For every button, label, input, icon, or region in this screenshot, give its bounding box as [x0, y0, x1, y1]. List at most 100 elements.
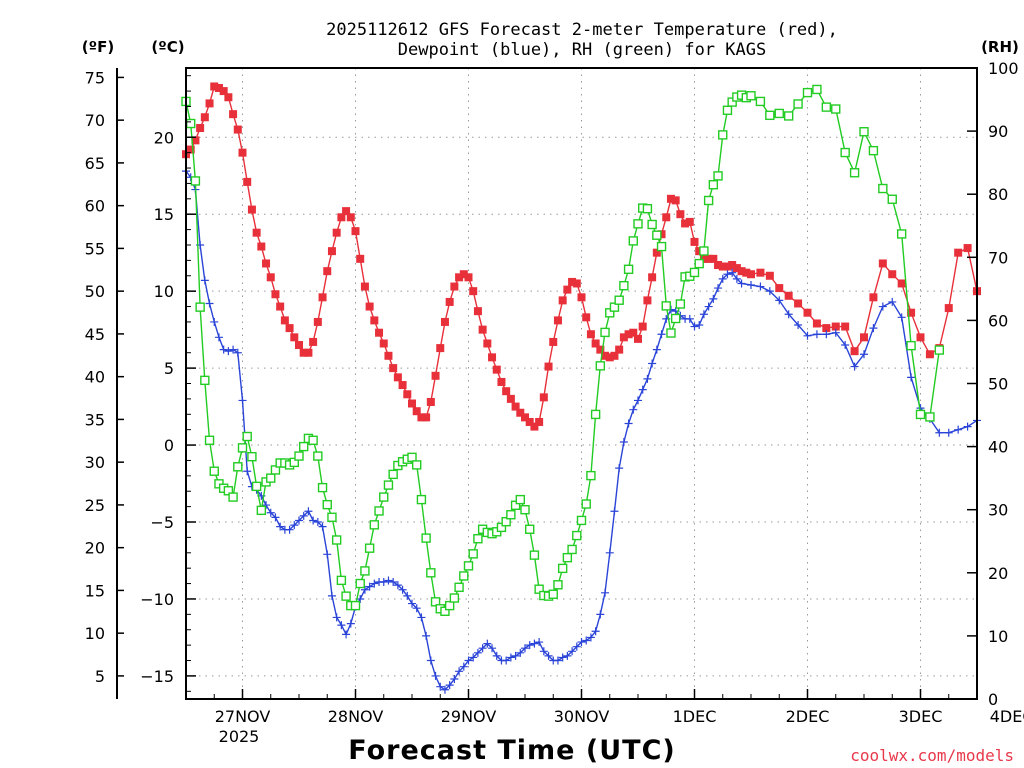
- dewpoint-point: [229, 345, 238, 354]
- rh-point: [628, 236, 638, 246]
- temperature-point: [775, 284, 784, 293]
- temperature-point: [313, 317, 322, 326]
- rh-point: [614, 295, 624, 305]
- dewpoint-point: [577, 638, 586, 647]
- temperature-point: [723, 262, 732, 271]
- rh-point: [765, 110, 775, 121]
- temperature-series: [182, 82, 981, 431]
- temperature-point: [276, 302, 285, 311]
- dewpoint-point: [440, 685, 449, 694]
- rh-point: [934, 345, 945, 355]
- dewpoint-point: [544, 651, 553, 660]
- dewpoint-point: [850, 362, 859, 371]
- dewpoint-point: [295, 516, 303, 525]
- dewpoint-point: [304, 507, 313, 516]
- rh-point: [581, 499, 591, 509]
- time-axis: 27NOV 28NOV 29NOV 30NOV 1DEC 2DEC 3DEC 4DEC: [185, 689, 1024, 726]
- rh-point: [247, 451, 257, 462]
- temperature-point: [714, 260, 723, 269]
- temperature-point: [850, 347, 859, 356]
- temperature-point: [403, 390, 412, 399]
- fahrenheit-tick-label: 35: [85, 410, 105, 429]
- fahrenheit-tick-label: 70: [85, 111, 105, 130]
- temperature-point: [370, 316, 379, 325]
- temperature-point: [252, 228, 261, 237]
- dewpoint-point: [935, 428, 944, 437]
- temperature-point: [247, 205, 256, 214]
- rh-point: [915, 409, 926, 420]
- temperature-point: [671, 196, 680, 205]
- celsius-tick-label: 20: [154, 128, 174, 147]
- dewpoint-point: [346, 619, 355, 628]
- rh-point: [459, 571, 469, 581]
- rh-point: [567, 544, 577, 555]
- x-tick-label: 30NOV: [554, 707, 610, 726]
- rh-tick-label: 40: [988, 438, 1008, 457]
- rh-tick-label: 50: [988, 375, 1008, 394]
- dewpoint-point: [299, 511, 308, 520]
- rh-point: [868, 145, 879, 156]
- temperature-point: [784, 291, 793, 300]
- temperature-point: [638, 322, 647, 331]
- rh-point: [331, 535, 342, 545]
- temperature-point: [568, 277, 577, 286]
- rh-tick-label: 100: [988, 59, 1019, 78]
- dewpoint-point: [219, 345, 228, 354]
- temperature-point: [916, 333, 925, 342]
- dewpoint-point: [393, 581, 402, 590]
- rh-point: [515, 494, 525, 505]
- dewpoint-point: [360, 585, 369, 594]
- temperature-point: [535, 417, 544, 426]
- rh-point: [722, 105, 733, 115]
- temperature-point: [794, 299, 803, 308]
- celsius-tick-label: 10: [154, 282, 174, 301]
- temperature-point: [290, 333, 299, 342]
- temperature-point: [440, 317, 449, 326]
- temperature-point: [544, 362, 553, 371]
- temperature-point: [685, 217, 694, 226]
- temperature-point: [473, 307, 482, 316]
- temperature-point: [525, 417, 534, 426]
- dewpoint-point: [422, 631, 431, 640]
- rh-point: [713, 171, 723, 181]
- rh-point: [299, 441, 309, 452]
- rh-point: [317, 482, 328, 493]
- rh-point: [609, 302, 620, 312]
- temperature-point: [634, 334, 642, 343]
- dewpoint-point: [558, 653, 567, 662]
- rh-point: [355, 578, 365, 589]
- temperature-point: [337, 213, 346, 222]
- temperature-point: [530, 422, 539, 431]
- rh-point: [209, 466, 219, 476]
- celsius-tick-label: −5: [150, 513, 174, 532]
- dewpoint-point: [723, 270, 732, 279]
- dewpoint-point: [572, 642, 581, 651]
- dewpoint-point: [897, 313, 906, 322]
- temperature-point: [280, 316, 289, 325]
- rh-point: [383, 480, 394, 490]
- dewpoint-point: [408, 599, 416, 608]
- temperature-point: [412, 407, 421, 416]
- rh-point: [840, 147, 850, 158]
- temperature-point: [511, 402, 520, 411]
- rh-line: [185, 88, 940, 613]
- temperature-point: [591, 339, 600, 348]
- temperature-point: [619, 333, 628, 342]
- dewpoint-point: [370, 579, 379, 588]
- celsius-tick-label: 0: [164, 436, 174, 455]
- fahrenheit-tick-label: 40: [85, 368, 105, 387]
- dewpoint-point: [648, 359, 657, 368]
- dewpoint-point: [944, 428, 953, 437]
- temperature-point: [516, 408, 525, 417]
- rh-point: [520, 505, 530, 515]
- temperature-point: [445, 297, 454, 306]
- rh-point: [812, 84, 822, 95]
- temperature-point: [459, 270, 468, 279]
- rh-point: [774, 108, 784, 119]
- rh-point: [529, 550, 540, 560]
- rh-point: [190, 176, 201, 186]
- dewpoint-point: [954, 425, 963, 434]
- temperature-point: [605, 353, 614, 362]
- rh-point: [313, 451, 323, 461]
